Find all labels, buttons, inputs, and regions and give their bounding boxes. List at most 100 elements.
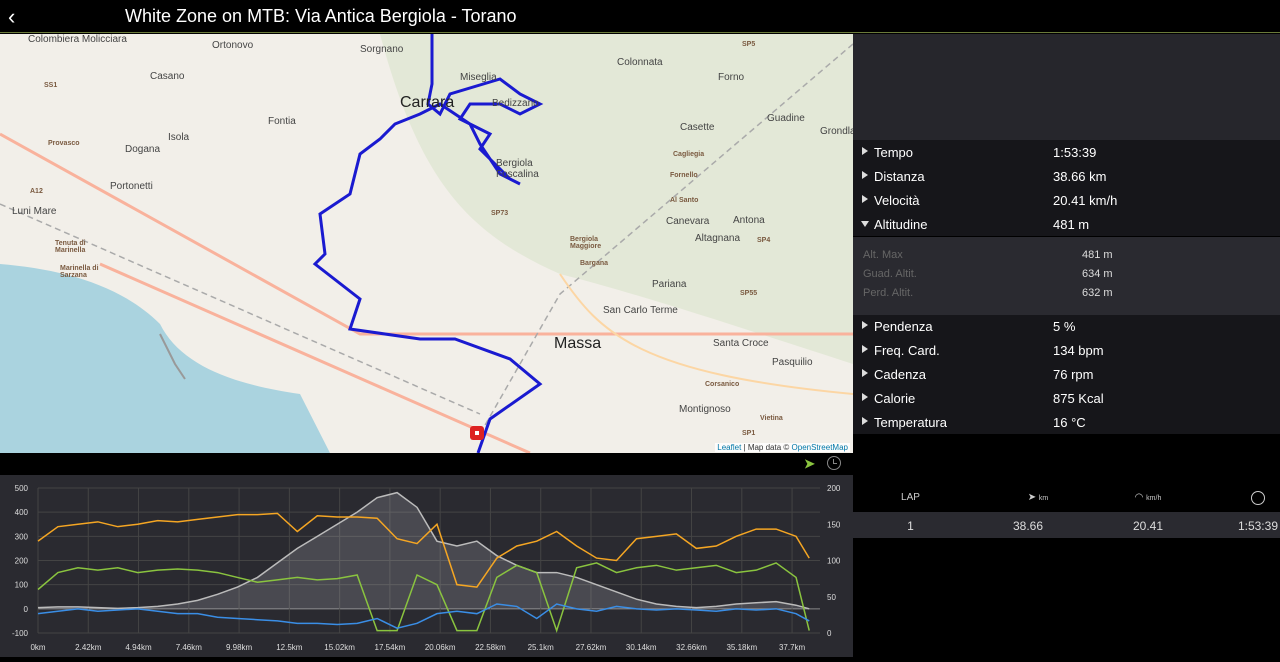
map-label: Forno	[718, 72, 745, 83]
altitude-detail-row: Guad. Altit. 634 m	[853, 268, 1280, 287]
lap-distance: 38.66	[1012, 519, 1044, 533]
detail-label: Perd. Altit.	[863, 287, 914, 299]
stat-row-pendenza[interactable]: Pendenza 5 %	[853, 314, 1280, 338]
stat-row-freq-card-[interactable]: Freq. Card. 134 bpm	[853, 338, 1280, 362]
y-left-tick-label: 500	[15, 484, 29, 493]
y-right-tick-label: 150	[827, 520, 841, 529]
series-gradient-line	[37, 603, 810, 629]
caret-down-icon	[861, 221, 869, 227]
x-tick-label: 12.5km	[276, 643, 303, 652]
map-label: Sorgnano	[360, 44, 404, 55]
y-right-tick-label: 100	[827, 557, 841, 566]
caret-right-icon	[862, 321, 868, 329]
detail-label: Alt. Max	[863, 249, 903, 261]
detail-value: 634 m	[1082, 268, 1113, 280]
stat-value: 1:53:39	[1053, 145, 1097, 160]
map-label: Portonetti	[110, 181, 153, 192]
stat-value: 20.41 km/h	[1053, 193, 1118, 208]
map-label: Pariana	[652, 279, 687, 290]
chart-toolbar	[0, 453, 853, 475]
map-label: Luni Mare	[12, 206, 57, 217]
map-label: SP55	[740, 290, 758, 297]
y-right-tick-label: 0	[827, 629, 832, 638]
y-left-tick-label: 0	[24, 605, 29, 614]
y-right-tick-label: 200	[827, 484, 841, 493]
map-label: Marinella di Sarzana	[60, 265, 99, 279]
map-label: Bargana	[580, 260, 609, 267]
series-altitude-line	[37, 491, 810, 610]
x-tick-label: 27.62km	[576, 643, 607, 652]
y-left-tick-label: -100	[12, 629, 29, 638]
app-header: ‹ White Zone on MTB: Via Antica Bergiola…	[0, 0, 1280, 33]
chevron-left-icon[interactable]: ‹	[8, 4, 16, 29]
stat-row-altitudine[interactable]: Altitudine 481 m	[853, 212, 1280, 236]
lap-column-header: LAP	[901, 492, 920, 503]
map-label: Provasco	[48, 140, 80, 147]
shoe-icon[interactable]: ➤	[804, 456, 815, 471]
map-label: Antona	[733, 215, 765, 226]
altitude-detail-row: Perd. Altit. 632 m	[853, 287, 1280, 306]
map-label: Colombiera Molicciara	[28, 34, 127, 45]
stat-row-temperatura[interactable]: Temperatura 16 °C	[853, 410, 1280, 434]
y-left-tick-label: 400	[15, 508, 29, 517]
map-label: SP1	[742, 430, 756, 437]
shoe-icon: ➤	[1027, 492, 1037, 503]
clock-icon[interactable]	[827, 456, 841, 470]
lap-number: 1	[907, 519, 914, 533]
caret-right-icon	[862, 171, 868, 179]
stat-row-cadenza[interactable]: Cadenza 76 rpm	[853, 362, 1280, 386]
y-left-tick-label: 200	[15, 557, 29, 566]
stat-row-distanza[interactable]: Distanza 38.66 km	[853, 164, 1280, 188]
caret-right-icon	[862, 369, 868, 377]
map-layer	[0, 34, 853, 453]
stat-label: Temperatura	[874, 415, 947, 430]
map-label: Bedizzano	[492, 98, 539, 109]
series-altitude-area	[38, 492, 810, 609]
stat-label: Cadenza	[874, 367, 927, 382]
map-label: Dogana	[125, 144, 161, 155]
caret-right-icon	[862, 345, 868, 353]
detail-label: Guad. Altit.	[863, 268, 917, 280]
stat-value: 16 °C	[1053, 415, 1086, 430]
stat-value: 5 %	[1053, 319, 1076, 334]
lap-row[interactable]: 1 38.66 20.41 1:53:39	[853, 512, 1280, 538]
x-tick-label: 0km	[30, 643, 45, 652]
map-label: Fornello	[670, 172, 698, 179]
x-tick-label: 25.1km	[528, 643, 555, 652]
x-tick-label: 17.54km	[375, 643, 406, 652]
x-tick-label: 9.98km	[226, 643, 253, 652]
start-end-marker	[470, 426, 484, 440]
map-label: Casano	[150, 71, 185, 82]
x-tick-label: 37.7km	[779, 643, 806, 652]
map-label: Ortonovo	[212, 40, 254, 51]
page-title: White Zone on MTB: Via Antica Bergiola -…	[125, 6, 517, 26]
detail-value: 632 m	[1082, 287, 1113, 299]
y-left-tick-label: 300	[15, 532, 29, 541]
map-label: Al Santo	[670, 197, 699, 204]
map-label: Canevara	[666, 216, 710, 227]
clock-icon	[1251, 491, 1265, 505]
map-label: Cagliegia	[673, 151, 705, 158]
stat-row-calorie[interactable]: Calorie 875 Kcal	[853, 386, 1280, 410]
distance-unit: km	[1038, 495, 1049, 502]
stat-label: Pendenza	[874, 319, 933, 334]
stat-row-velocit-[interactable]: Velocità 20.41 km/h	[853, 188, 1280, 212]
map-label: Altagnana	[695, 233, 741, 244]
x-tick-label: 22.58km	[475, 643, 506, 652]
stat-row-tempo[interactable]: Tempo 1:53:39	[853, 140, 1280, 164]
x-tick-label: 20.06km	[425, 643, 456, 652]
stat-value: 76 rpm	[1053, 367, 1094, 382]
stat-value: 875 Kcal	[1053, 391, 1104, 406]
x-tick-label: 30.14km	[626, 643, 657, 652]
map-label: Guadine	[767, 113, 805, 124]
x-tick-label: 35.18km	[726, 643, 757, 652]
x-tick-label: 15.02km	[324, 643, 355, 652]
attribution-text: | Map data ©	[741, 443, 792, 452]
stat-label: Calorie	[874, 391, 916, 406]
osm-link[interactable]: OpenStreetMap	[791, 443, 848, 452]
y-right-tick-label: 50	[827, 593, 836, 602]
stat-label: Velocità	[874, 193, 920, 208]
map[interactable]: Colombiera Molicciara Ortonovo Sorgnano …	[0, 34, 853, 453]
leaflet-link[interactable]: Leaflet	[717, 443, 742, 452]
map-label: Colonnata	[617, 57, 663, 68]
